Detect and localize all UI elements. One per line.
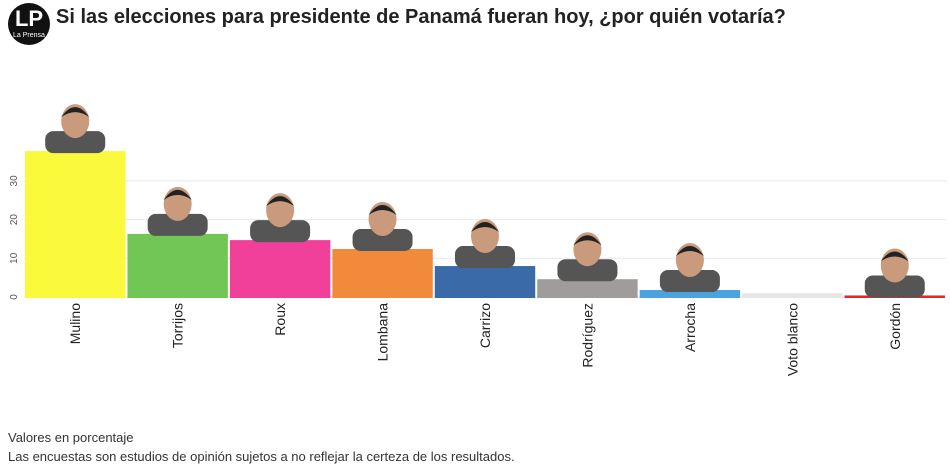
bar-roux <box>229 240 331 298</box>
y-tick-label: 30 <box>9 175 20 187</box>
x-tick-label: Torrijos <box>170 303 186 348</box>
y-tick-label: 10 <box>9 252 20 264</box>
logo-initials: LP <box>14 6 44 31</box>
x-tick-label: Rodríguez <box>579 303 595 368</box>
candidate-photo <box>250 193 311 243</box>
x-tick-label: Carrizo <box>477 303 493 348</box>
x-tick-label: Lombana <box>375 303 391 362</box>
footnote-units: Valores en porcentaje <box>8 430 134 445</box>
la-prensa-logo: LP La Prensa <box>8 3 50 45</box>
x-tick-label: Gordón <box>887 303 903 350</box>
y-tick-label: 20 <box>9 214 20 226</box>
footnote-disclaimer: Las encuestas son estudios de opinión su… <box>8 449 515 464</box>
x-tick-label: Voto blanco <box>784 303 800 376</box>
bar-chart: 0 10 20 30 Mulino Torrijos Roux Lombana Carrizo R… <box>9 104 946 376</box>
candidate-photo <box>659 243 720 293</box>
x-tick-label: Roux <box>272 303 288 336</box>
bar-torrijos <box>127 233 228 298</box>
bar-voto-blanco <box>742 293 843 298</box>
y-tick-label: 0 <box>9 294 20 300</box>
candidate-photo <box>455 219 515 269</box>
bar-rodríguez <box>537 279 638 298</box>
bar-carrizo <box>434 266 536 298</box>
candidate-photo <box>864 248 925 298</box>
x-tick-label: Mulino <box>67 303 83 344</box>
x-tick-label: Arrocha <box>682 303 698 352</box>
candidate-photo <box>45 104 106 154</box>
candidate-photo <box>557 232 618 282</box>
chart-title: Si las elecciones para presidente de Pan… <box>56 6 786 28</box>
candidate-photo <box>147 186 208 236</box>
candidate-photo <box>352 202 413 252</box>
logo-name: La Prensa <box>13 32 45 39</box>
bar-mulino <box>25 151 126 298</box>
bar-arrocha <box>639 290 741 298</box>
bar-lombana <box>332 249 433 298</box>
